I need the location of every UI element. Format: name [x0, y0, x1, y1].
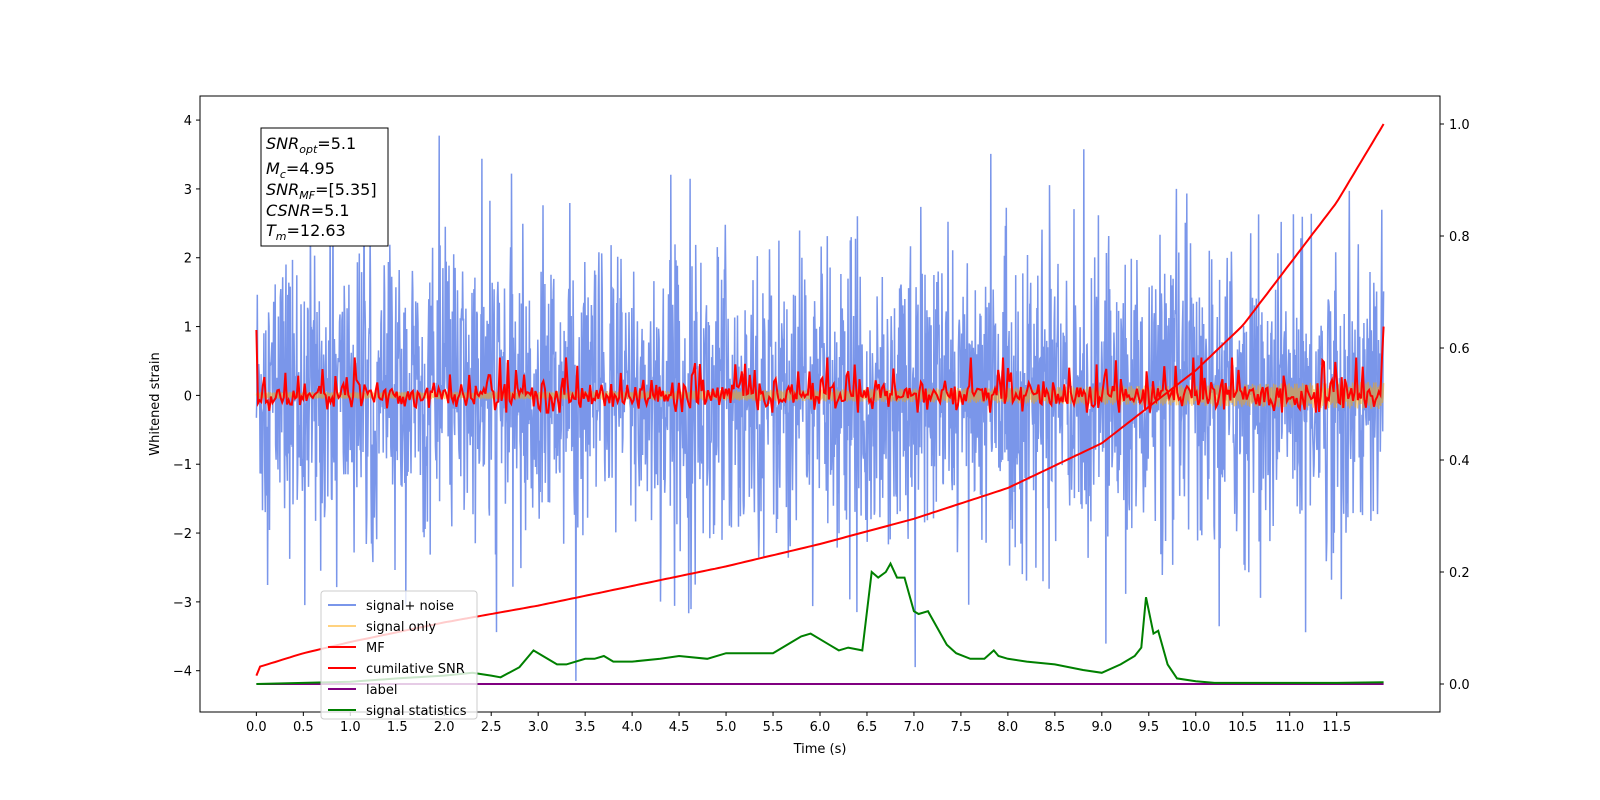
x-tick-label: 11.0 — [1275, 720, 1304, 735]
x-tick-label: 3.0 — [528, 720, 549, 735]
x-tick-label: 7.5 — [951, 720, 972, 735]
legend-item: signal statistics — [328, 704, 467, 719]
legend-item: signal+ noise — [328, 599, 454, 614]
x-tick-label: 10.5 — [1228, 720, 1257, 735]
y-tick-label: −4 — [173, 665, 192, 680]
y-right-tick-label: 0.8 — [1449, 230, 1470, 245]
series-mf — [255, 326, 1385, 414]
y-axis-right-ticks: 1.0 0.8 0.6 0.4 0.2 0.0 — [1440, 118, 1470, 693]
x-tick-label: 9.0 — [1091, 720, 1112, 735]
x-tick-label: 1.0 — [340, 720, 361, 735]
x-tick-label: 10.0 — [1181, 720, 1210, 735]
x-axis-label: Time (s) — [793, 742, 847, 757]
legend-label: label — [366, 683, 397, 698]
y-tick-label: 3 — [184, 183, 192, 198]
x-tick-label: 9.5 — [1138, 720, 1159, 735]
x-tick-label: 2.0 — [434, 720, 455, 735]
x-tick-label: 4.0 — [622, 720, 643, 735]
x-tick-label: 5.5 — [763, 720, 784, 735]
y-tick-label: 1 — [184, 321, 192, 336]
legend-item: label — [328, 683, 397, 698]
legend-item: MF — [328, 641, 385, 656]
legend-label: cumilative SNR — [366, 662, 465, 677]
legend-label: signal+ noise — [366, 599, 454, 614]
y-tick-label: −3 — [173, 596, 192, 611]
x-tick-label: 4.5 — [669, 720, 690, 735]
x-axis-ticks: 0.0 0.5 1.0 1.5 2.0 2.5 3.0 3.5 4.0 4.5 5.0 5.5 6.0 6… — [246, 712, 1351, 735]
x-tick-label: 7.0 — [904, 720, 925, 735]
legend-label: signal statistics — [366, 704, 467, 719]
y-right-tick-label: 0.2 — [1449, 566, 1470, 581]
y-axis-label: Whitened strain — [148, 352, 163, 455]
x-tick-label: 11.5 — [1322, 720, 1351, 735]
annotation-csnr: CSNR=5.1 — [266, 201, 350, 220]
x-tick-label: 0.0 — [246, 720, 267, 735]
annotation-frame — [260, 127, 389, 247]
y-tick-label: −1 — [173, 458, 192, 473]
y-tick-label: 4 — [184, 114, 192, 129]
legend-label: signal only — [366, 620, 436, 635]
x-tick-label: 3.5 — [575, 720, 596, 735]
legend-label: MF — [366, 641, 385, 656]
stats-annotation-box: SNRopt=5.1 Mc=4.95 SNRMF=[5.35] CSNR=5.1… — [260, 127, 389, 247]
y-tick-label: 2 — [184, 252, 192, 267]
x-tick-label: 0.5 — [293, 720, 314, 735]
legend-item: signal only — [328, 620, 436, 635]
legend: signal+ noise signal only MF cumilative SNR… — [320, 590, 478, 720]
y-tick-label: 0 — [184, 389, 192, 404]
y-right-tick-label: 1.0 — [1449, 118, 1470, 133]
annotation-chirp-mass: Mc=4.95 — [266, 159, 335, 181]
y-right-tick-label: 0.4 — [1449, 454, 1470, 469]
y-tick-label: −2 — [173, 527, 192, 542]
x-tick-label: 1.5 — [387, 720, 408, 735]
y-axis-left-ticks: 4 3 2 1 0 −1 −2 −3 −4 — [173, 114, 200, 680]
annotation-tm: Tm=12.63 — [266, 221, 346, 243]
x-tick-label: 8.5 — [1045, 720, 1066, 735]
x-tick-label: 5.0 — [716, 720, 737, 735]
series-signal-statistics — [256, 561, 1384, 685]
legend-item: cumilative SNR — [328, 662, 465, 677]
legend-frame — [320, 590, 478, 720]
x-tick-label: 2.5 — [481, 720, 502, 735]
annotation-snr-opt: SNRopt=5.1 — [266, 134, 356, 156]
y-right-tick-label: 0.6 — [1449, 342, 1470, 357]
x-tick-label: 6.5 — [857, 720, 878, 735]
annotation-snr-mf: SNRMF=[5.35] — [266, 180, 377, 202]
x-tick-label: 8.0 — [998, 720, 1019, 735]
y-right-tick-label: 0.0 — [1449, 678, 1470, 693]
x-tick-label: 6.0 — [810, 720, 831, 735]
